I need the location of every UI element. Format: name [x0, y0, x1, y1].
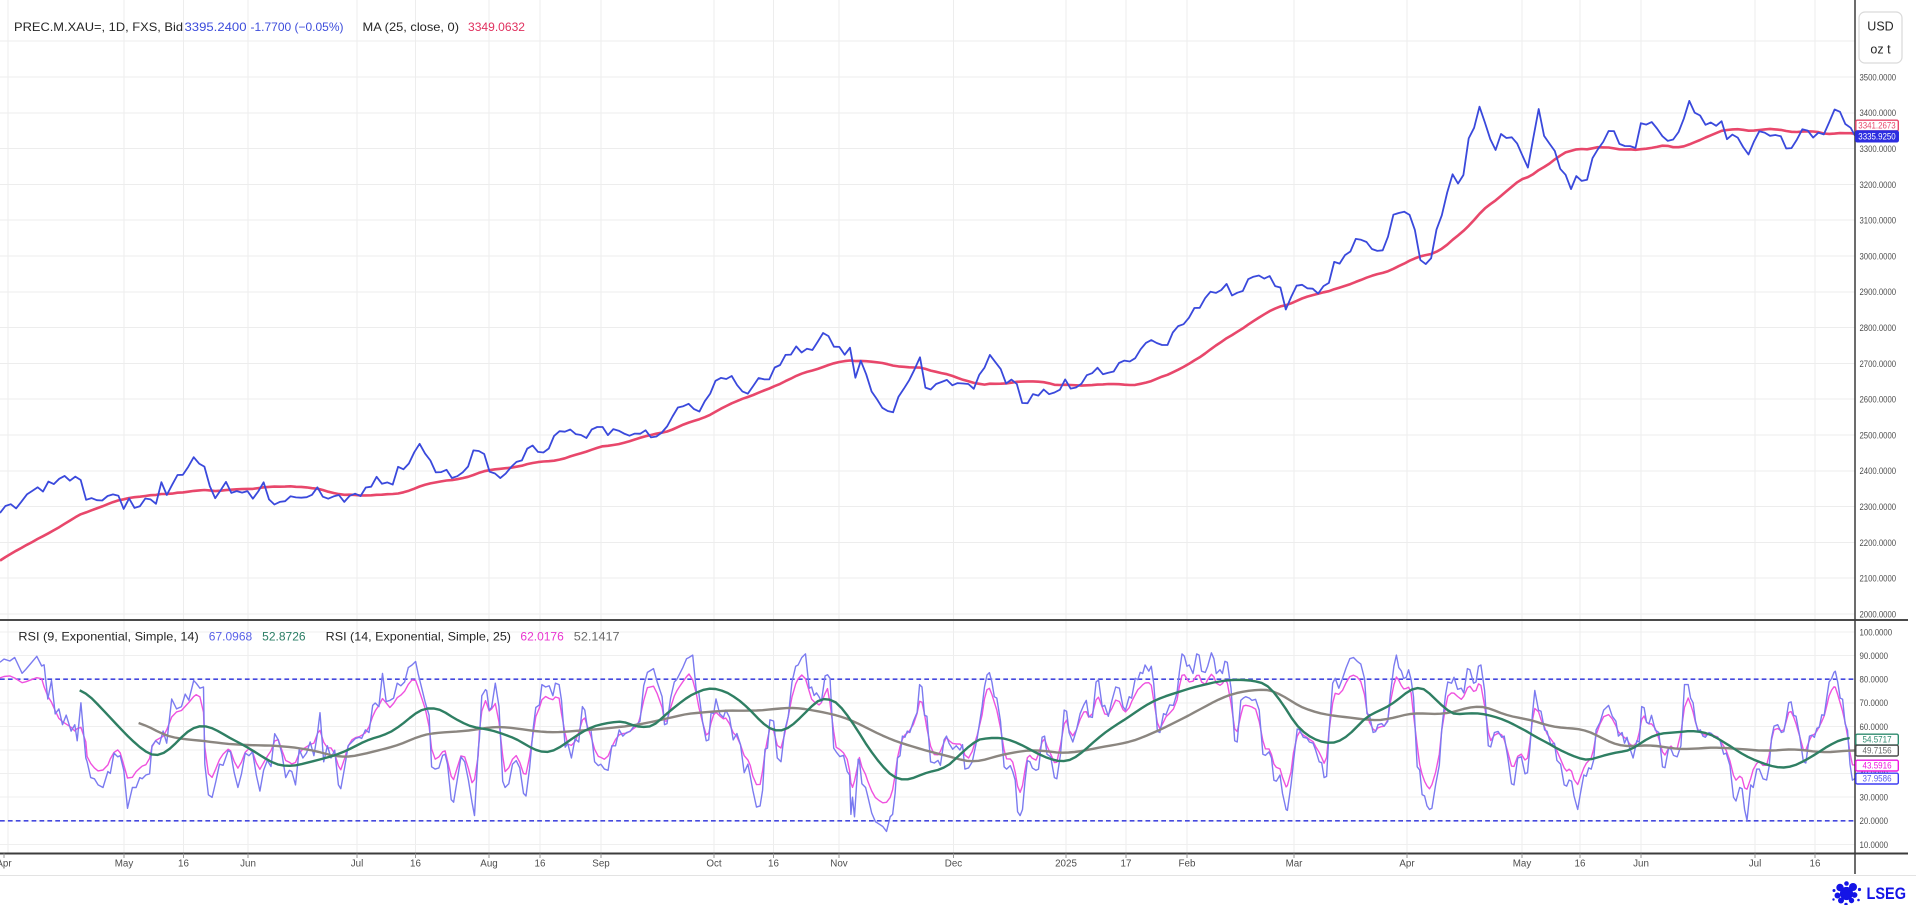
svg-text:May: May [115, 859, 134, 870]
svg-text:2400.0000: 2400.0000 [1860, 466, 1897, 477]
svg-text:oz t: oz t [1870, 43, 1891, 57]
svg-text:3335.9250: 3335.9250 [1858, 131, 1895, 141]
svg-text:2900.0000: 2900.0000 [1860, 287, 1897, 298]
svg-text:90.0000: 90.0000 [1860, 651, 1889, 662]
svg-text:49.7156: 49.7156 [1863, 746, 1892, 756]
svg-text:70.0000: 70.0000 [1860, 698, 1889, 709]
svg-text:3349.0632: 3349.0632 [468, 20, 525, 34]
svg-text:3400.0000: 3400.0000 [1860, 108, 1897, 119]
svg-text:20.0000: 20.0000 [1860, 816, 1889, 827]
svg-text:Jun: Jun [240, 859, 256, 870]
svg-text:54.5717: 54.5717 [1863, 735, 1892, 745]
svg-text:2025: 2025 [1055, 859, 1077, 870]
svg-text:Jul: Jul [1749, 859, 1762, 870]
svg-text:16: 16 [535, 859, 546, 870]
svg-text:16: 16 [410, 859, 421, 870]
svg-text:3100.0000: 3100.0000 [1860, 216, 1897, 227]
svg-text:Mar: Mar [1286, 859, 1304, 870]
svg-text:80.0000: 80.0000 [1860, 675, 1889, 686]
svg-text:2100.0000: 2100.0000 [1860, 574, 1897, 585]
svg-text:3300.0000: 3300.0000 [1860, 144, 1897, 155]
svg-text:62.0176: 62.0176 [520, 630, 564, 644]
svg-text:Dec: Dec [945, 859, 963, 870]
svg-text:2300.0000: 2300.0000 [1860, 502, 1897, 513]
svg-text:RSI (9, Exponential, Simple, 1: RSI (9, Exponential, Simple, 14) [18, 630, 198, 644]
svg-text:37.9586: 37.9586 [1863, 774, 1892, 784]
svg-text:3500.0000: 3500.0000 [1860, 72, 1897, 83]
svg-text:-1.7700 (−0.05%): -1.7700 (−0.05%) [251, 20, 344, 34]
svg-text:3000.0000: 3000.0000 [1860, 251, 1897, 262]
svg-text:LSEG: LSEG [1867, 885, 1907, 903]
svg-text:MA (25, close, 0): MA (25, close, 0) [363, 20, 460, 34]
svg-text:2600.0000: 2600.0000 [1860, 395, 1897, 406]
svg-text:2500.0000: 2500.0000 [1860, 430, 1897, 441]
svg-text:17: 17 [1121, 859, 1132, 870]
svg-text:Nov: Nov [830, 859, 848, 870]
svg-text:Feb: Feb [1179, 859, 1196, 870]
svg-text:3395.2400: 3395.2400 [185, 20, 247, 34]
svg-text:30.0000: 30.0000 [1860, 793, 1889, 804]
svg-text:2700.0000: 2700.0000 [1860, 359, 1897, 370]
svg-text:60.0000: 60.0000 [1860, 722, 1889, 733]
svg-text:Jul: Jul [351, 859, 364, 870]
svg-text:2800.0000: 2800.0000 [1860, 323, 1897, 334]
svg-text:16: 16 [768, 859, 779, 870]
svg-text:3200.0000: 3200.0000 [1860, 180, 1897, 191]
svg-text:RSI (14, Exponential, Simple,: RSI (14, Exponential, Simple, 25) [326, 630, 511, 644]
svg-text:Apr: Apr [0, 859, 12, 870]
svg-text:100.0000: 100.0000 [1860, 627, 1893, 638]
svg-text:10.0000: 10.0000 [1860, 840, 1889, 851]
svg-text:2000.0000: 2000.0000 [1860, 609, 1897, 620]
svg-text:67.0968: 67.0968 [209, 630, 253, 644]
svg-text:16: 16 [178, 859, 189, 870]
svg-text:43.5916: 43.5916 [1863, 761, 1892, 771]
svg-text:16: 16 [1575, 859, 1586, 870]
svg-text:52.1417: 52.1417 [574, 630, 620, 644]
svg-text:52.8726: 52.8726 [262, 630, 306, 644]
svg-text:May: May [1513, 859, 1532, 870]
svg-text:Oct: Oct [706, 859, 722, 870]
svg-text:Aug: Aug [480, 859, 497, 870]
svg-text:PREC.M.XAU=, 1D, FXS, Bid: PREC.M.XAU=, 1D, FXS, Bid [14, 20, 183, 34]
svg-text:Apr: Apr [1399, 859, 1415, 870]
svg-text:3341.2673: 3341.2673 [1858, 121, 1895, 131]
svg-text:Sep: Sep [592, 859, 610, 870]
svg-text:Jun: Jun [1633, 859, 1649, 870]
svg-text:2200.0000: 2200.0000 [1860, 538, 1897, 549]
svg-text:16: 16 [1810, 859, 1821, 870]
svg-text:USD: USD [1867, 20, 1893, 34]
